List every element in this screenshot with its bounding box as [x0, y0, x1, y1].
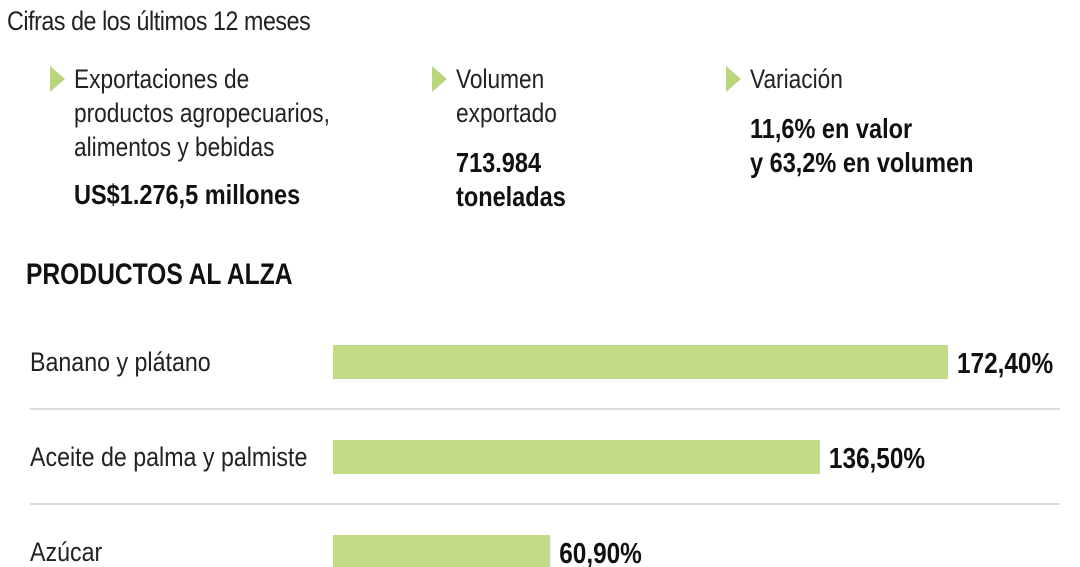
value-label: 60,90%: [559, 537, 642, 567]
triangle-marker-icon: [50, 66, 65, 92]
subtitle: Cifras de los últimos 12 meses: [7, 6, 311, 36]
stat-exports-label-line: productos agropecuarios,: [74, 98, 330, 128]
value-label: 172,40%: [957, 347, 1053, 379]
stat-variation-label-line: Variación: [750, 64, 843, 94]
stat-exports-label-line: Exportaciones de: [74, 64, 250, 94]
bar: [333, 440, 820, 474]
stat-volume-value-line: 713.984: [456, 147, 542, 178]
triangle-marker-icon: [432, 66, 447, 92]
triangle-marker-icon: [726, 66, 741, 92]
stat-variation-value-line: y 63,2% en volumen: [750, 147, 974, 178]
stat-variation-value-line: 11,6% en valor: [750, 113, 913, 144]
category-label: Azúcar: [30, 537, 102, 567]
bar: [333, 345, 948, 379]
stat-volume-label-line: Volumen: [456, 64, 545, 94]
stat-volume-value: 713.984 toneladas: [456, 146, 566, 214]
stat-exports-label-line: alimentos y bebidas: [74, 132, 275, 162]
stat-exports-label: Exportaciones de productos agropecuarios…: [74, 62, 343, 164]
value-label: 136,50%: [829, 442, 925, 474]
chart-title: PRODUCTOS AL ALZA: [26, 258, 293, 291]
stat-volume-value-line: toneladas: [456, 181, 566, 212]
stat-exports-value-line: US$1.276,5 millones: [74, 179, 301, 210]
category-label: Aceite de palma y palmiste: [30, 442, 307, 472]
stat-variation-label: Variación: [750, 62, 843, 96]
stat-exports-value: US$1.276,5 millones: [74, 178, 300, 212]
stat-volume-label-line: exportado: [456, 98, 557, 128]
stat-volume-label: Volumen exportado: [456, 62, 557, 130]
category-label: Banano y plátano: [30, 347, 211, 377]
stat-variation-value: 11,6% en valor y 63,2% en volumen: [750, 112, 974, 180]
bar: [333, 535, 551, 567]
